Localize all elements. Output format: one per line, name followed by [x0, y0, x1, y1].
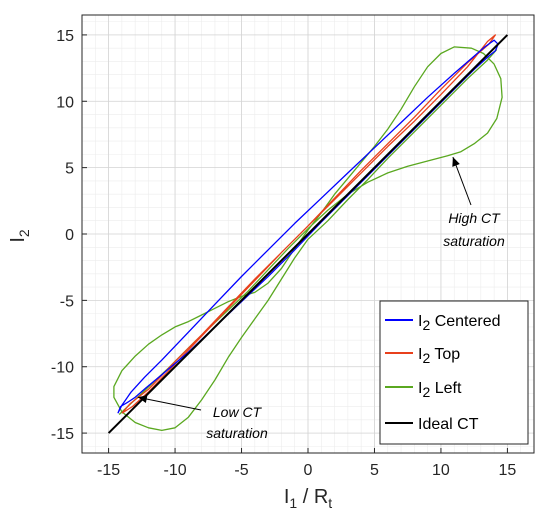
y-tick-label: -10 — [51, 360, 74, 377]
annotation-low-ct-line1: Low CT — [213, 404, 263, 420]
y-tick-label: -5 — [60, 293, 74, 310]
y-tick-label: 10 — [56, 94, 74, 111]
x-tick-label: 0 — [304, 462, 313, 479]
x-axis-label-sub2: t — [328, 495, 332, 511]
annotation-low-ct-arrowhead — [137, 395, 148, 403]
legend-item-top: I2 Top — [385, 346, 460, 366]
y-axis-label-main: I — [7, 237, 29, 243]
series-line-top — [121, 34, 497, 414]
legend-item-ideal-ct: Ideal CT — [385, 416, 479, 433]
x-axis-label-main: I — [284, 486, 290, 508]
legend-item-centered: I2 Centered — [385, 313, 501, 333]
legend-label-top: I2 Top — [418, 346, 460, 366]
series-layer — [107, 34, 509, 434]
legend-box — [379, 300, 529, 445]
annotation-high-ct-line1: High CT — [448, 210, 501, 226]
y-tick-label: 0 — [65, 227, 74, 244]
legend: I2 Centered I2 Top I2 Left Ideal CT — [379, 300, 529, 445]
y-axis-label: I2 — [7, 229, 32, 243]
x-axis-label-sub: 1 — [289, 495, 297, 511]
y-tick-label: 5 — [65, 161, 74, 178]
x-axis-label-rest: / R — [297, 486, 328, 508]
x-tick-label: 5 — [370, 462, 379, 479]
legend-label-ideal-ct: Ideal CT — [418, 416, 479, 433]
legend-item-left: I2 Left — [385, 380, 462, 400]
x-tick-label: 10 — [432, 462, 450, 479]
annotation-high-ct-line2: saturation — [443, 233, 505, 249]
legend-label-left: I2 Left — [418, 380, 462, 400]
x-tick-label: -15 — [97, 462, 120, 479]
ticks: -15 -10 -5 0 5 10 15 -15 -10 -5 0 5 10 15 — [51, 28, 517, 479]
x-tick-label: -10 — [163, 462, 186, 479]
annotation-high-ct: High CT saturation — [443, 156, 505, 249]
annotation-low-ct-arrow — [137, 396, 202, 411]
x-tick-label: 15 — [499, 462, 517, 479]
series-line-left — [113, 46, 503, 432]
annotation-high-ct-arrowhead — [452, 157, 460, 167]
x-tick-label: -5 — [234, 462, 248, 479]
annotation-low-ct-line2: saturation — [206, 425, 268, 441]
annotation-low-ct: Low CT saturation — [137, 395, 268, 441]
y-tick-label: 15 — [56, 28, 74, 45]
legend-label-centered: I2 Centered — [418, 313, 501, 333]
y-axis-label-sub: 2 — [16, 229, 32, 237]
y-tick-label: -15 — [51, 426, 74, 443]
series-line-ideal-ct — [107, 34, 509, 434]
x-axis-label: I1 / Rt — [284, 486, 332, 511]
